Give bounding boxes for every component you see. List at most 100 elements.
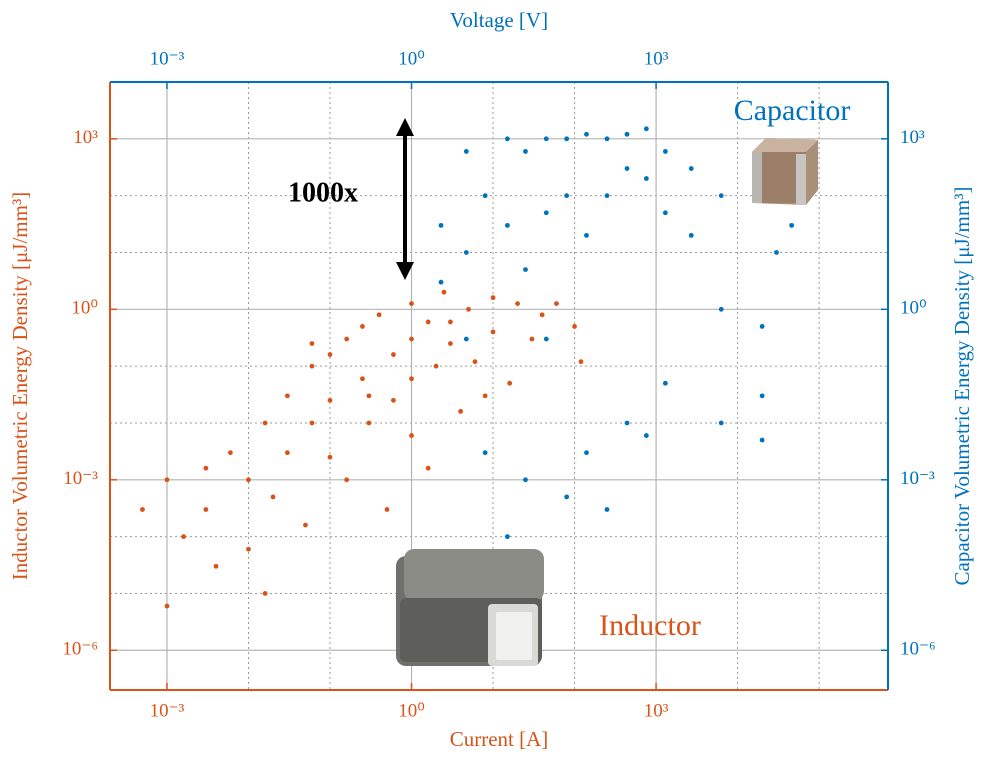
scatter-point <box>464 149 469 154</box>
scatter-point <box>310 421 315 426</box>
scatter-point <box>483 193 488 198</box>
x2-tick-label: 10⁰ <box>398 48 425 69</box>
scatter-point <box>523 267 528 272</box>
scatter-point <box>789 223 794 228</box>
scatter-point <box>344 337 349 342</box>
scatter-point <box>165 477 170 482</box>
scatter-point <box>554 301 559 306</box>
scatter-point <box>409 433 414 438</box>
scatter-point <box>285 450 290 455</box>
scatter-point <box>203 507 208 512</box>
scatter-point <box>385 507 390 512</box>
scatter-point <box>409 337 414 342</box>
scatter-point <box>625 166 630 171</box>
scatter-point <box>760 438 765 443</box>
y2-tick-label: 10³ <box>900 127 925 148</box>
scatter-point <box>515 301 520 306</box>
scatter-point <box>464 337 469 342</box>
y-axis-title: Inductor Volumetric Energy Density [μJ/m… <box>8 192 32 581</box>
scatter-point <box>491 330 496 335</box>
scatter-point <box>377 312 382 317</box>
scatter-point <box>303 523 308 528</box>
scatter-point <box>165 604 170 609</box>
scatter-point <box>328 352 333 357</box>
y-tick-label: 10³ <box>73 127 98 148</box>
scatter-point <box>644 433 649 438</box>
scatter-point <box>434 364 439 369</box>
annotation: 1000x <box>288 177 358 208</box>
scatter-point <box>505 136 510 141</box>
scatter-point <box>464 250 469 255</box>
scatter-point <box>473 359 478 364</box>
scatter-point <box>391 398 396 403</box>
scatter-point <box>140 507 145 512</box>
scatter-point <box>367 393 372 398</box>
series-label: Inductor <box>599 609 701 642</box>
scatter-point <box>505 534 510 539</box>
x-tick-label: 10⁰ <box>398 700 425 721</box>
scatter-point <box>310 341 315 346</box>
scatter-point <box>483 393 488 398</box>
scatter-point <box>439 280 444 285</box>
scatter-point <box>448 320 453 325</box>
y-tick-label: 10⁻³ <box>63 468 98 489</box>
scatter-point <box>644 176 649 181</box>
scatter-point <box>564 193 569 198</box>
scatter-point <box>448 341 453 346</box>
series-label: Capacitor <box>734 94 851 127</box>
scatter-point <box>263 591 268 596</box>
scatter-point <box>228 450 233 455</box>
scatter-point <box>719 421 724 426</box>
scatter-point <box>544 136 549 141</box>
scatter-point <box>544 210 549 215</box>
x2-tick-label: 10⁻³ <box>150 48 185 69</box>
scatter-point <box>360 376 365 381</box>
scatter-point <box>263 421 268 426</box>
scatter-point <box>523 477 528 482</box>
scatter-point <box>663 381 668 386</box>
scatter-point <box>564 136 569 141</box>
scatter-point <box>774 250 779 255</box>
scatter-point <box>360 324 365 329</box>
scatter-point <box>409 301 414 306</box>
scatter-point <box>540 312 545 317</box>
scatter-point <box>625 132 630 137</box>
scatter-point <box>523 149 528 154</box>
scatter-point <box>344 477 349 482</box>
scatter-point <box>491 295 496 300</box>
scatter-point <box>458 409 463 414</box>
scatter-point <box>367 421 372 426</box>
capacitor-image <box>752 138 818 205</box>
scatter-point <box>409 376 414 381</box>
y2-axis-title: Capacitor Volumetric Energy Density [μJ/… <box>950 187 974 586</box>
scatter-point <box>605 507 610 512</box>
scatter-point <box>426 466 431 471</box>
x2-tick-label: 10³ <box>644 48 669 69</box>
scatter-point <box>689 233 694 238</box>
scatter-point <box>246 477 251 482</box>
scatter-point <box>579 359 584 364</box>
scatter-point <box>310 364 315 369</box>
scatter-point <box>625 421 630 426</box>
inductor-image <box>396 549 544 666</box>
scatter-point <box>663 210 668 215</box>
scatter-point <box>544 337 549 342</box>
scatter-point <box>644 126 649 131</box>
scatter-point <box>719 193 724 198</box>
scatter-point <box>689 166 694 171</box>
scatter-point <box>328 398 333 403</box>
chart: Current [A] Voltage [V] Inductor Volumet… <box>0 0 981 759</box>
scatter-point <box>426 320 431 325</box>
scatter-point <box>203 466 208 471</box>
y2-tick-label: 10⁰ <box>900 298 927 319</box>
scatter-point <box>719 307 724 312</box>
scatter-point <box>507 381 512 386</box>
scatter-point <box>663 149 668 154</box>
scatter-point <box>584 450 589 455</box>
scatter-point <box>505 223 510 228</box>
x-axis-title: Current [A] <box>450 727 549 751</box>
scatter-point <box>181 534 186 539</box>
scatter-point <box>564 495 569 500</box>
x2-axis-title: Voltage [V] <box>450 8 548 32</box>
scatter-point <box>605 193 610 198</box>
